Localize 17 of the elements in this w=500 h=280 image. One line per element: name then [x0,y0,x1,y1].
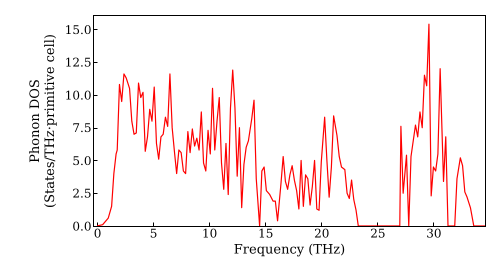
line-series [96,24,485,226]
y-tick-label: 7.5 [72,121,92,136]
y-tick-label: 15.0 [64,22,92,37]
x-tick-label: 30 [426,226,442,240]
y-tick-label: 12.5 [64,56,92,70]
x-tick-label: 20 [314,226,330,240]
x-tick-label: 25 [370,226,386,240]
x-axis-title: Frequency (THz) [234,242,346,258]
y-tick-label: 2.5 [72,186,92,201]
y-tick-label: 0.0 [72,220,92,234]
x-tick-label: 15 [258,226,274,240]
x-tick-label: 10 [202,226,218,240]
y-axis-title: Phonon DOS (States/THz·primitive cell) [28,34,58,208]
x-tick-label: 0 [94,226,102,240]
x-tick-label: 5 [150,226,158,240]
y-tick-label: 10.0 [64,88,92,102]
y-tick-label: 5.0 [72,154,92,168]
